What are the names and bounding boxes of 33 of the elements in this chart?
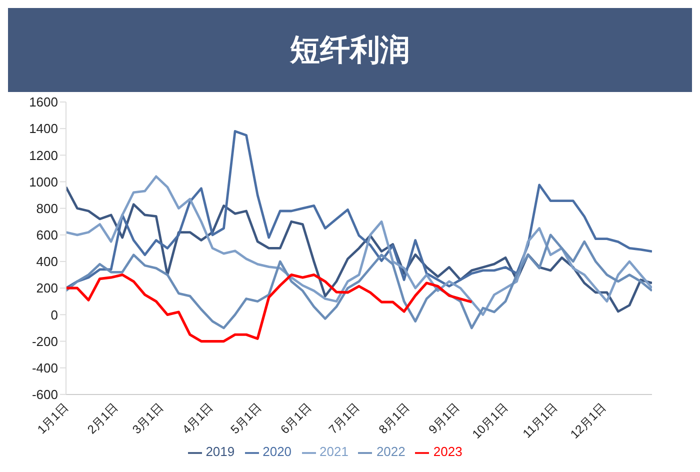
x-tick-label: 11月1日 bbox=[520, 400, 560, 441]
y-tick-label: 1000 bbox=[29, 174, 58, 190]
y-tick-label: 800 bbox=[36, 200, 58, 216]
line-series bbox=[66, 274, 473, 343]
y-tick-label: 200 bbox=[36, 280, 58, 296]
x-tick-label: 1月1日 bbox=[34, 400, 71, 437]
y-tick-label: -400 bbox=[32, 360, 58, 376]
y-tick-label: 400 bbox=[36, 254, 58, 270]
line-series bbox=[66, 130, 652, 290]
x-tick-label: 8月1日 bbox=[376, 400, 412, 437]
y-tick-label: 600 bbox=[36, 228, 58, 243]
y-tick-label: -200 bbox=[32, 334, 58, 349]
legend-label: 2020 bbox=[262, 444, 292, 460]
x-tick-label: 3月1日 bbox=[130, 400, 166, 437]
x-tick-label: 10月1日 bbox=[469, 400, 510, 442]
y-tick-label: 1400 bbox=[29, 121, 58, 136]
line-series bbox=[66, 234, 652, 330]
x-tick-label: 12月1日 bbox=[568, 400, 609, 442]
chart-title: 短纤利润 bbox=[8, 8, 692, 92]
legend-label: 2021 bbox=[320, 444, 348, 460]
x-tick-label: 4月1日 bbox=[180, 400, 216, 437]
x-tick-label: 5月1日 bbox=[228, 400, 264, 437]
y-tick-label: 1600 bbox=[29, 94, 58, 110]
legend-label: 2019 bbox=[206, 444, 235, 460]
y-tick-label: 0 bbox=[50, 307, 58, 322]
x-tick-label: 9月1日 bbox=[426, 400, 462, 437]
x-tick-label: 2月1日 bbox=[84, 400, 121, 437]
y-tick-label: -600 bbox=[32, 387, 58, 402]
legend-label: 2023 bbox=[433, 444, 462, 460]
x-tick-label: 6月1日 bbox=[278, 400, 314, 437]
legend-label: 2022 bbox=[376, 444, 406, 460]
y-tick-label: 1200 bbox=[29, 148, 58, 163]
x-tick-label: 7月1日 bbox=[326, 400, 362, 437]
